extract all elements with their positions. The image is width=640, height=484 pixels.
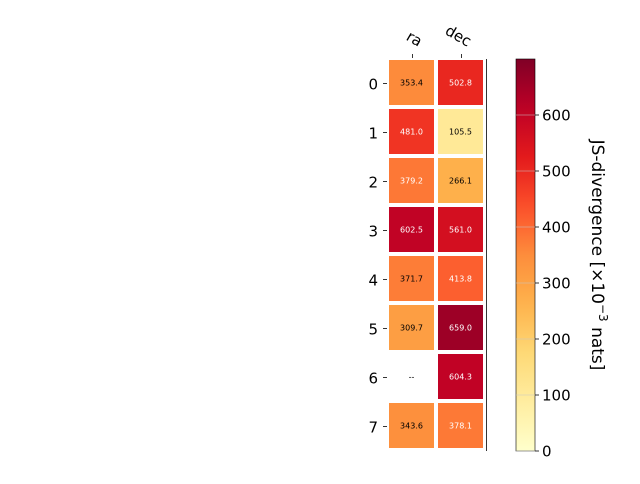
colorbar-tick-label: 100 [542, 387, 571, 405]
heatmap-cell [438, 354, 483, 399]
row-label: 6 [368, 370, 378, 388]
heatmap-cells: 353.4 502.8 481.0 105.5 379.2 266.1 602.5 561.0… [389, 59, 487, 451]
colorbar-tick-label: 500 [542, 163, 571, 181]
cell-value-label: 379.2 [400, 177, 423, 186]
row-label: 5 [368, 321, 378, 339]
row-label: 4 [368, 272, 378, 290]
row-labels: 0 1 2 3 4 5 6 7 [368, 76, 387, 437]
column-label: dec [442, 21, 474, 50]
heatmap-cell [389, 207, 434, 252]
heatmap-cell [438, 256, 483, 301]
cell-value-label: 502.8 [449, 79, 472, 88]
cell-value-label: 343.6 [400, 422, 423, 431]
heatmap-cell [438, 207, 483, 252]
cell-value-label: 604.3 [449, 373, 472, 382]
heatmap-cell [438, 305, 483, 350]
colorbar-tick-label: 200 [542, 331, 571, 349]
heatmap-cell [438, 109, 483, 154]
cell-value-label: 413.8 [449, 275, 472, 284]
colorbar-tick-label: 0 [542, 443, 552, 461]
cell-missing-label: -- [409, 373, 415, 382]
cell-value-label: 105.5 [449, 128, 472, 137]
heatmap-cell [389, 109, 434, 154]
row-label: 1 [368, 125, 378, 143]
column-labels: ra dec [403, 21, 475, 58]
cell-value-label: 353.4 [400, 79, 423, 88]
colorbar-label: JS-divergence [×10−3 nats] [587, 139, 610, 371]
colorbar-label-exponent: −3 [596, 304, 610, 322]
row-label: 2 [368, 174, 378, 192]
heatmap-cell [389, 403, 434, 448]
row-label: 0 [368, 76, 378, 94]
cell-value-label: 371.7 [400, 275, 423, 284]
heatmap-cell [389, 60, 434, 105]
cell-value-label: 481.0 [400, 128, 423, 137]
colorbar: 0 100 200 300 400 500 600 JS-divergence [×10−3 … [515, 58, 610, 461]
colorbar-tick-label: 400 [542, 219, 571, 237]
cell-value-label: 309.7 [400, 324, 423, 333]
column-label: ra [403, 27, 425, 50]
heatmap-cell [389, 305, 434, 350]
row-label: 7 [368, 419, 378, 437]
heatmap-cell [438, 158, 483, 203]
heatmap-cell [389, 256, 434, 301]
row-label: 3 [368, 223, 378, 241]
cell-value-label: 378.1 [449, 422, 472, 431]
cell-value-label: 602.5 [400, 226, 423, 235]
heatmap-cell [438, 60, 483, 105]
heatmap-cell [438, 403, 483, 448]
cell-value-label: 659.0 [449, 324, 472, 333]
cell-value-label: 266.1 [449, 177, 472, 186]
colorbar-tick-label: 300 [542, 275, 571, 293]
colorbar-tick-label: 600 [542, 107, 571, 125]
heatmap-cell [389, 158, 434, 203]
colorbar-label-unit: nats] [587, 322, 607, 371]
colorbar-gradient [515, 58, 536, 452]
cell-value-label: 561.0 [449, 226, 472, 235]
colorbar-label-main: JS-divergence [×10 [587, 139, 607, 304]
